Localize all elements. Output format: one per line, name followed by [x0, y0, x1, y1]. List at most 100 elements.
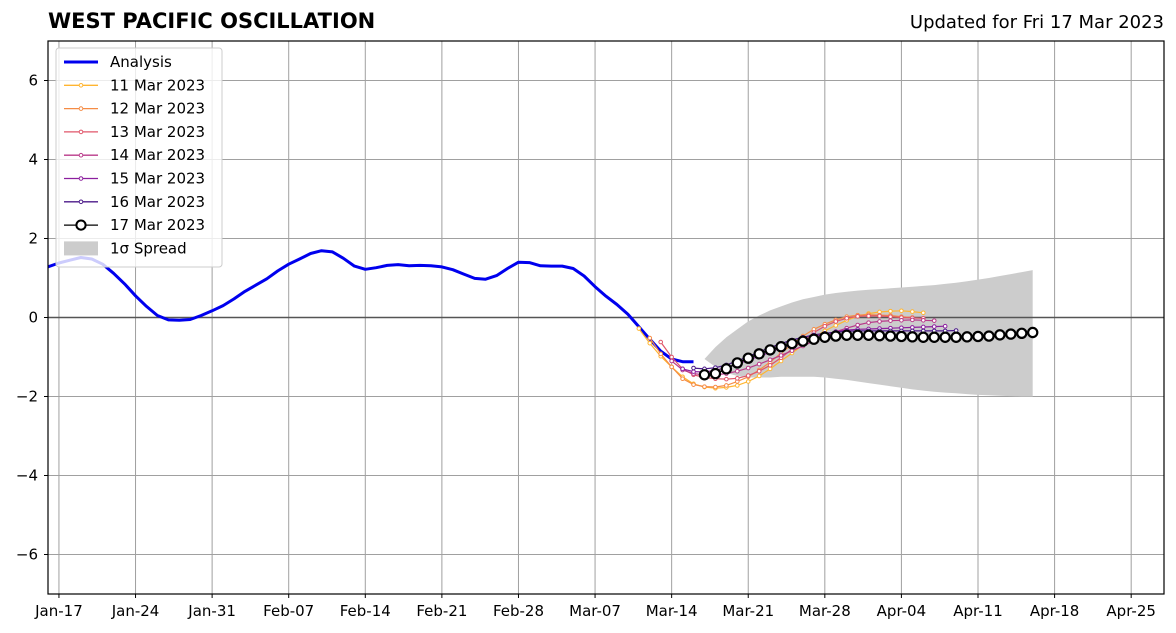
forecast-point [920, 310, 926, 316]
forecast-point [910, 309, 915, 314]
forecast-point [855, 322, 860, 328]
forecast-point [851, 329, 864, 341]
forecast-point [928, 331, 940, 343]
forecast-point [983, 330, 995, 342]
legend-label: 11 Mar 2023 [110, 76, 205, 94]
legend-marker [78, 83, 84, 88]
forecast-point [972, 330, 984, 343]
forecast-point [808, 333, 820, 345]
forecast-point [745, 373, 751, 378]
x-tick-label: Jan-31 [187, 602, 236, 620]
forecast-point [753, 348, 765, 360]
forecast-point [895, 330, 908, 343]
forecast-point [877, 313, 882, 319]
forecast-point [691, 382, 696, 387]
forecast-point [734, 383, 740, 388]
forecast-point [778, 353, 784, 358]
x-tick-label: Apr-25 [1106, 602, 1156, 620]
forecast-point [764, 344, 776, 356]
forecast-point [734, 368, 740, 374]
legend-swatch [64, 241, 98, 256]
forecast-point [756, 361, 762, 367]
forecast-point [745, 365, 751, 371]
forecast-point [698, 369, 711, 381]
legend-label: 14 Mar 2023 [110, 146, 205, 164]
legend-marker [78, 199, 84, 205]
forecast-point [830, 330, 842, 342]
y-tick-label: 2 [28, 230, 38, 248]
forecast-point [720, 363, 733, 375]
forecast-point [931, 324, 937, 329]
forecast-point [669, 364, 674, 370]
forecast-layer [636, 308, 1039, 391]
legend-marker [78, 129, 84, 135]
forecast-point [862, 329, 875, 341]
legend-label: Analysis [110, 53, 172, 71]
forecast-point [636, 326, 642, 331]
forecast-point [691, 365, 696, 371]
x-tick-label: Feb-07 [263, 602, 314, 620]
legend: Analysis 11 Mar 2023 12 Mar 2023 13 Mar 202… [55, 47, 223, 268]
analysis-layer [48, 249, 694, 364]
forecast-point [797, 335, 809, 347]
axes-layer: −6 −4 −2 0 2 4 6 Jan-17 Jan-24 Jan-31 Feb-07 Feb-14… [16, 40, 1165, 620]
x-tick-label: Feb-21 [416, 602, 467, 620]
forecast-point [702, 384, 707, 389]
forecast-point [950, 331, 962, 343]
forecast-point [709, 367, 722, 380]
analysis-line [48, 249, 694, 364]
x-tick-label: Apr-11 [953, 602, 1003, 620]
forecast-point [767, 362, 773, 368]
forecast-point [756, 373, 762, 379]
forecast-point [1016, 327, 1028, 339]
forecast-point [833, 323, 839, 328]
legend-box [55, 47, 223, 268]
forecast-point [775, 341, 787, 353]
x-tick-label: Mar-07 [569, 602, 621, 620]
legend-label: 15 Mar 2023 [110, 170, 205, 188]
forecast-point [888, 314, 893, 320]
forecast-point [910, 317, 915, 323]
legend-marker [78, 152, 84, 158]
x-tick-label: Jan-17 [34, 602, 83, 620]
legend-label: 13 Mar 2023 [110, 123, 205, 141]
y-tick-label: 6 [28, 72, 38, 90]
legend-label: 17 Mar 2023 [110, 216, 205, 234]
forecast-point [931, 318, 937, 323]
x-tick-label: Feb-14 [340, 602, 391, 620]
forecast-point [1005, 328, 1017, 340]
y-tick-label: −6 [16, 546, 38, 564]
legend-label: 16 Mar 2023 [110, 193, 205, 211]
legend-label: 12 Mar 2023 [110, 100, 205, 118]
forecast-point [899, 308, 904, 314]
legend-marker [75, 219, 87, 231]
x-tick-label: Jan-24 [111, 602, 160, 620]
forecast-point [767, 357, 773, 363]
forecast-point [724, 376, 729, 382]
forecast-point [789, 348, 795, 353]
forecast-point [713, 384, 718, 390]
y-tick-label: −4 [16, 467, 38, 485]
y-tick-label: 4 [28, 151, 38, 169]
forecast-point [680, 376, 685, 382]
forecast-point [961, 331, 973, 343]
forecast-point [939, 331, 951, 343]
forecast-point [669, 358, 674, 364]
forecast-point [1027, 326, 1039, 339]
x-tick-label: Mar-28 [799, 602, 851, 620]
x-tick-label: Apr-18 [1030, 602, 1080, 620]
forecast-point [647, 335, 653, 341]
legend-label: 1σ Spread [110, 239, 187, 257]
forecast-point [658, 339, 664, 345]
forecast-point [884, 330, 897, 342]
forecast-point [888, 318, 893, 323]
forecast-point [866, 320, 871, 325]
forecast-point [888, 308, 893, 314]
forecast-point [724, 383, 729, 388]
forecast-point [786, 337, 798, 350]
x-tick-label: Feb-28 [493, 602, 544, 620]
forecast-point [855, 314, 860, 319]
forecast-point [819, 331, 831, 343]
x-tick-label: Mar-14 [646, 602, 698, 620]
